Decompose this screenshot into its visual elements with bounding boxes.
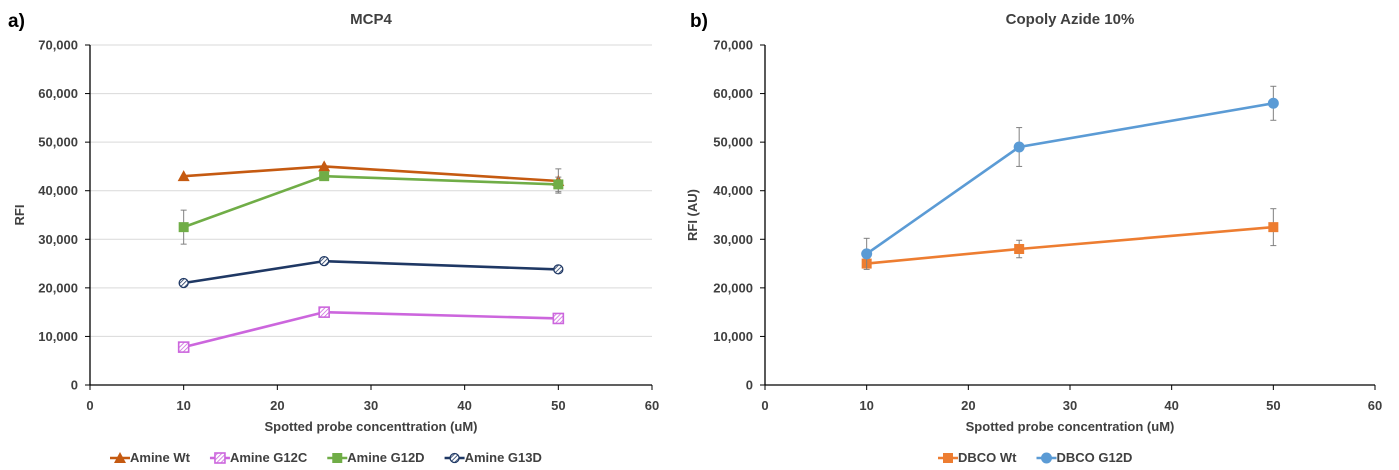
- x-tick-label: 50: [551, 398, 565, 413]
- series-line: [183, 259, 559, 285]
- y-tick-label: 70,000: [38, 38, 78, 53]
- y-tick-label: 0: [746, 378, 753, 393]
- legend-label: Amine G12C: [230, 450, 308, 465]
- series-line: [866, 225, 1274, 265]
- chart-panel-a: a) MCP4 0 10,000 20,000 30,000 40,000 50,000 60,…: [8, 11, 659, 465]
- amine-g13d-point-2: [553, 264, 564, 275]
- amine-g12c-point-0: [177, 341, 190, 353]
- legend-label: DBCO G12D: [1057, 450, 1133, 465]
- dbco-g12d-point-0: [861, 248, 873, 260]
- amine-wt-point-1: [318, 160, 331, 172]
- dbco-g12d-point-2: [1267, 97, 1279, 109]
- x-tick-label: 10: [859, 398, 873, 413]
- y-tick-label: 60,000: [38, 86, 78, 101]
- amine-g12c-point-1: [318, 306, 330, 318]
- legend-amine-g12c-point-swatch: [214, 452, 226, 464]
- series-dbco-wt: [861, 208, 1279, 269]
- amine-g12d-point-0: [178, 222, 189, 233]
- amine-g13d-point-0: [178, 277, 189, 289]
- y-tick-label: 40,000: [38, 183, 78, 198]
- legend-item: Amine G12C: [209, 450, 308, 465]
- series-amine-g12d: [178, 171, 564, 245]
- x-axis-title: Spotted probe concentration (uM): [966, 419, 1175, 434]
- y-tick-label: 50,000: [713, 135, 753, 150]
- x-tick-label: 60: [645, 398, 659, 413]
- chart-title: MCP4: [350, 11, 392, 28]
- y-tick-label: 0: [71, 378, 78, 393]
- x-tick-label: 40: [457, 398, 471, 413]
- chart-title: Copoly Azide 10%: [1006, 11, 1135, 28]
- x-axis-title: Spotted probe concenttration (uM): [264, 419, 477, 434]
- legend-item: Amine Wt: [110, 450, 191, 465]
- y-tick-label: 20,000: [713, 280, 753, 295]
- x-tick-label: 20: [270, 398, 284, 413]
- dbco-wt-point-2: [1268, 222, 1279, 233]
- legend-dbco-wt-point-swatch: [943, 453, 953, 463]
- x-tick-label: 0: [86, 398, 93, 413]
- legend-item: DBCO Wt: [938, 450, 1017, 465]
- legend-label: Amine Wt: [130, 450, 191, 465]
- x-tick-label: 50: [1266, 398, 1280, 413]
- panel-label: a): [8, 11, 25, 32]
- dbco-g12d-point-1: [1013, 141, 1025, 153]
- x-tick-label: 20: [961, 398, 975, 413]
- x-tick-label: 40: [1164, 398, 1178, 413]
- series-line: [183, 310, 559, 349]
- x-tick-label: 60: [1368, 398, 1382, 413]
- amine-g12d-point-2: [553, 179, 564, 190]
- legend-amine-wt-point-swatch: [114, 452, 126, 463]
- legend-amine-g12d-point-swatch: [332, 453, 343, 463]
- legend-item: DBCO G12D: [1036, 450, 1133, 465]
- series-line: [183, 174, 559, 229]
- y-tick-label: 60,000: [713, 86, 753, 101]
- amine-g12d-point-1: [319, 171, 330, 182]
- legend-amine-g13d-point-swatch: [449, 452, 460, 464]
- y-axis-title: RFI: [12, 205, 27, 226]
- y-tick-label: 40,000: [713, 183, 753, 198]
- y-tick-label: 50,000: [38, 135, 78, 150]
- amine-g13d-point-1: [319, 255, 330, 267]
- panel-label: b): [690, 11, 708, 32]
- amine-wt-point-0: [177, 170, 190, 182]
- series-amine-g13d: [178, 255, 564, 289]
- y-tick-label: 20,000: [38, 280, 78, 295]
- y-axis-title: RFI (AU): [685, 189, 700, 241]
- legend-label: DBCO Wt: [958, 450, 1017, 465]
- dbco-wt-point-1: [1014, 244, 1025, 254]
- chart-panel-b: b) Copoly Azide 10% 0 10,000 20,000 30,000 40,…: [685, 11, 1382, 465]
- legend-dbco-g12d-point-swatch: [1041, 452, 1052, 464]
- amine-g12c-point-2: [552, 312, 565, 325]
- x-tick-label: 30: [364, 398, 378, 413]
- y-tick-label: 30,000: [38, 232, 78, 247]
- y-tick-label: 10,000: [713, 329, 753, 344]
- x-tick-label: 0: [761, 398, 768, 413]
- series-dbco-g12d: [861, 85, 1279, 270]
- legend: DBCO Wt DBCO G12D: [938, 450, 1132, 465]
- legend: Amine Wt Amine G12C Amine G12D Amine G13D: [110, 450, 542, 465]
- legend-item: Amine G13D: [444, 450, 542, 465]
- y-tick-label: 30,000: [713, 232, 753, 247]
- legend-label: Amine G12D: [347, 450, 424, 465]
- x-tick-label: 30: [1063, 398, 1077, 413]
- x-tick-label: 10: [176, 398, 190, 413]
- series-amine-g12c: [177, 306, 565, 353]
- y-tick-label: 10,000: [38, 329, 78, 344]
- legend-label: Amine G13D: [465, 450, 542, 465]
- y-tick-label: 70,000: [713, 38, 753, 53]
- legend-item: Amine G12D: [327, 450, 425, 465]
